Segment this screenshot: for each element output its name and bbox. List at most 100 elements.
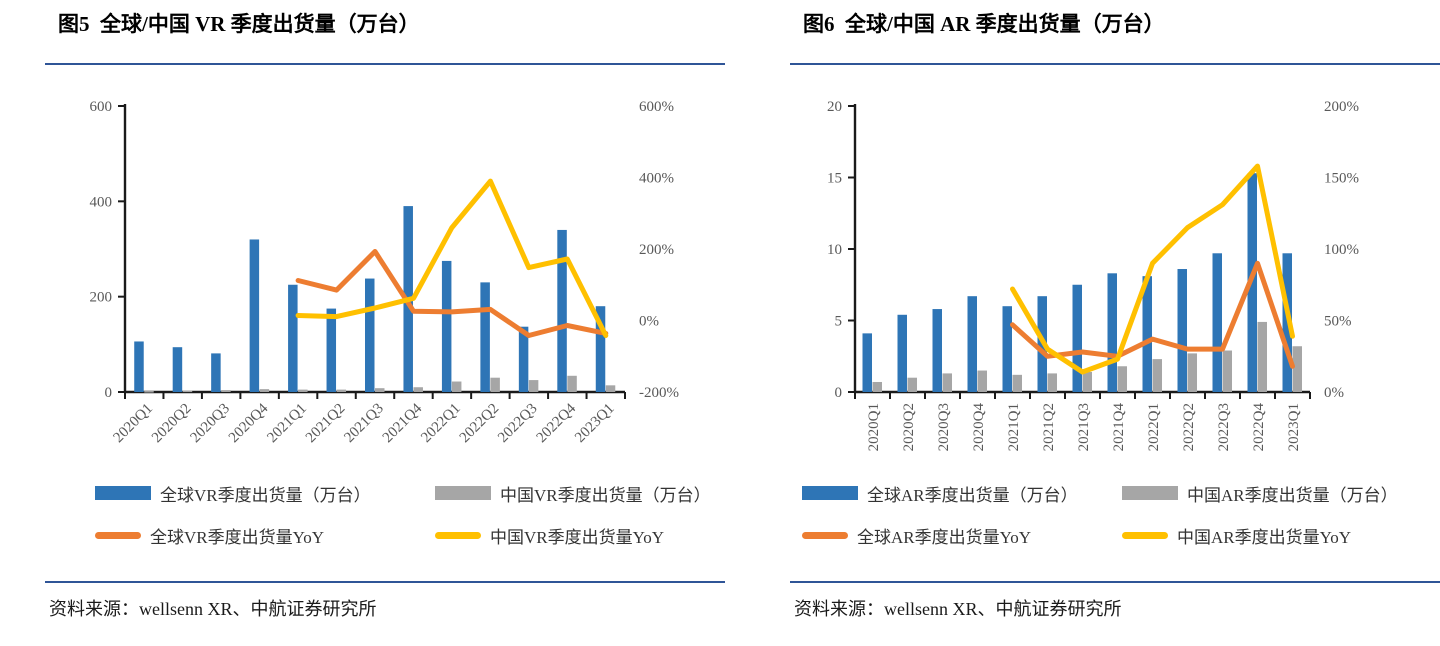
- legend-swatch-china_ar: [1122, 486, 1178, 500]
- bar-global_ar-2022Q2: [1177, 269, 1187, 392]
- bar-global_vr-2022Q4: [557, 229, 567, 392]
- right-tick-label-600: 600%: [639, 99, 674, 115]
- legend-label-china_ar_yoy: 中国AR季度出货量YoY: [1177, 527, 1351, 547]
- x-labels: 2020Q12020Q22020Q32020Q42021Q12021Q22021…: [111, 400, 618, 446]
- x-label-2020Q2: 2020Q2: [149, 401, 194, 446]
- x-label-2021Q3: 2021Q3: [1076, 403, 1092, 451]
- line-china_ar_yoy: [1010, 163, 1295, 375]
- x-label-2021Q2: 2021Q2: [1041, 403, 1057, 451]
- x-label-2021Q4: 2021Q4: [380, 400, 426, 446]
- bar-global_vr-2020Q2: [172, 347, 183, 392]
- x-label-2022Q1: 2022Q1: [418, 401, 463, 446]
- bar-global_vr-2023Q1: [595, 306, 606, 392]
- legend-label-china_ar: 中国AR季度出货量（万台）: [1187, 485, 1398, 505]
- bar-china_vr-2023Q1: [605, 385, 616, 392]
- bar-global_vr-2020Q1: [134, 341, 144, 392]
- right-tick-label-50: 50%: [1324, 314, 1352, 330]
- bar-china_ar-2023Q1: [1292, 346, 1302, 392]
- vr-source-line: 资料来源：wellsenn XR、中航证券研究所: [49, 599, 377, 619]
- right-axis-labels: -200% 0% 200% 400% 600%: [639, 99, 679, 401]
- x-label-2022Q2: 2022Q2: [1181, 403, 1197, 451]
- bar-china_ar-2022Q2: [1187, 353, 1197, 392]
- vr-bottom-rule: [45, 581, 725, 583]
- y-tick-label-20: 20: [827, 99, 842, 115]
- bars-global_vr: [134, 206, 606, 392]
- right-tick-label-400: 400%: [639, 171, 674, 187]
- y-tick-label-5: 5: [835, 314, 843, 330]
- bar-china_ar-2021Q1: [1012, 374, 1022, 392]
- x-label-2020Q3: 2020Q3: [187, 401, 232, 446]
- y-tick-label-0: 0: [835, 385, 843, 401]
- x-label-2020Q3: 2020Q3: [936, 403, 952, 451]
- bar-china_ar-2020Q4: [977, 370, 987, 392]
- y-tick-label-200: 200: [90, 290, 113, 306]
- legend-swatch-global_vr_yoy: [95, 531, 141, 539]
- right-tick-label-200: 200%: [639, 242, 674, 258]
- legend-swatch-china_vr: [435, 486, 491, 500]
- right-tick-label-0: 0%: [1324, 385, 1344, 401]
- bar-china_vr-2021Q3: [375, 388, 385, 392]
- y-tick-label-15: 15: [827, 171, 842, 187]
- bar-china_vr-2020Q2: [182, 390, 193, 393]
- vr-title-rule: [45, 63, 725, 65]
- x-axis: [854, 390, 1311, 399]
- x-label-2020Q4: 2020Q4: [971, 403, 987, 452]
- right-axis-labels: 0% 50% 100% 150% 200%: [1324, 99, 1359, 401]
- x-label-2020Q1: 2020Q1: [111, 401, 156, 446]
- bar-global_vr-2022Q3: [518, 326, 529, 392]
- bar-china_vr-2020Q3: [221, 390, 231, 392]
- x-label-2022Q4: 2022Q4: [534, 400, 580, 446]
- bar-global_ar-2020Q2: [897, 314, 907, 392]
- x-axis: [124, 390, 626, 399]
- y-tick-label-0: 0: [105, 385, 113, 401]
- bar-china_ar-2020Q1: [872, 381, 882, 392]
- bar-china_ar-2020Q3: [942, 373, 952, 392]
- legend-swatch-china_ar_yoy: [1122, 531, 1168, 539]
- bar-china_vr-2021Q2: [336, 389, 347, 392]
- bar-global_ar-2020Q3: [932, 309, 942, 392]
- legend-item-global_vr_yoy: 全球VR季度出货量YoY: [95, 519, 435, 551]
- bar-china_ar-2022Q4: [1257, 321, 1267, 392]
- x-label-2020Q1: 2020Q1: [866, 403, 882, 451]
- right-tick-label-100: 100%: [1324, 242, 1359, 258]
- vr-chart-title: 图5 全球/中国 VR 季度出货量（万台）: [58, 12, 420, 36]
- bar-china_ar-2022Q3: [1222, 350, 1232, 392]
- left-axis: 0 200 400 600: [90, 99, 127, 401]
- bar-global_ar-2021Q3: [1072, 284, 1082, 392]
- bars-china_ar: [872, 321, 1302, 392]
- legend-item-china_ar_yoy: 中国AR季度出货量YoY: [1122, 519, 1440, 551]
- legend-swatch-china_vr_yoy: [435, 531, 481, 539]
- bar-global_vr-2021Q1: [288, 284, 298, 392]
- legend-label-china_vr_yoy: 中国VR季度出货量YoY: [490, 527, 664, 547]
- x-label-2022Q1: 2022Q1: [1146, 403, 1162, 451]
- bar-global_ar-2020Q1: [862, 333, 872, 392]
- legend-label-china_vr: 中国VR季度出货量（万台）: [500, 485, 711, 505]
- legend-item-global_ar_yoy: 全球AR季度出货量YoY: [802, 519, 1122, 551]
- bar-global_vr-2021Q2: [326, 308, 337, 392]
- bar-china_ar-2021Q3: [1082, 371, 1092, 392]
- bar-global_ar-2021Q1: [1002, 306, 1012, 392]
- vr-quarterly-shipments-chart: 0200400600-200%0%200%400%600%2020Q12020Q…: [90, 99, 680, 446]
- y-tick-label-400: 400: [90, 194, 113, 210]
- bar-china_vr-2022Q1: [451, 381, 462, 392]
- x-label-2020Q4: 2020Q4: [226, 400, 272, 446]
- x-label-2022Q2: 2022Q2: [457, 401, 502, 446]
- vr-legend: 全球VR季度出货量（万台） 中国VR季度出货量（万台） 全球VR季度出货量YoY 中国…: [45, 477, 725, 551]
- legend-item-china_vr: 中国VR季度出货量（万台）: [435, 477, 765, 509]
- legend-item-china_vr_yoy: 中国VR季度出货量YoY: [435, 519, 765, 551]
- legend-item-global_ar: 全球AR季度出货量（万台）: [802, 477, 1122, 509]
- y-tick-label-10: 10: [827, 242, 842, 258]
- x-label-2022Q4: 2022Q4: [1251, 403, 1267, 452]
- bar-global_ar-2022Q1: [1142, 276, 1152, 392]
- x-label-2021Q1: 2021Q1: [264, 401, 309, 446]
- bar-china_ar-2021Q4: [1117, 366, 1127, 392]
- bar-global_vr-2021Q3: [365, 278, 375, 392]
- right-tick-label-200: 200%: [1324, 99, 1359, 115]
- legend-label-global_ar: 全球AR季度出货量（万台）: [867, 485, 1078, 505]
- legend-item-global_vr: 全球VR季度出货量（万台）: [95, 477, 435, 509]
- bar-china_vr-2020Q4: [259, 389, 270, 392]
- ar-title-rule: [790, 63, 1440, 65]
- ar-bottom-rule: [790, 581, 1440, 583]
- bar-china_vr-2021Q4: [413, 387, 423, 392]
- ar-chart-area: 0 5 10 15 20 0% 50% 100% 150% 200% 2020Q1 2020Q2 202…: [790, 73, 1440, 473]
